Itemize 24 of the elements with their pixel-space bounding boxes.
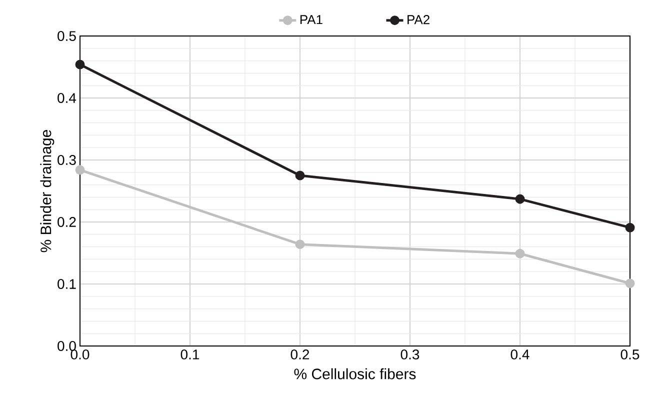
point [75, 165, 85, 175]
point [295, 240, 305, 250]
x-tick-label: 0.2 [290, 350, 310, 360]
y-tick-label: 0.4 [58, 93, 76, 103]
point [75, 60, 85, 70]
x-tick-label: 0.1 [180, 350, 200, 360]
y-tick-label: 0.3 [58, 155, 76, 165]
x-axis-title: % Cellulosic fibers [294, 368, 416, 380]
x-tick-label: 0.5 [620, 350, 640, 360]
legend-label: PA2 [408, 15, 430, 24]
y-axis-title: % Binder drainage [40, 130, 54, 252]
y-tick-label: 0.1 [58, 279, 76, 289]
point [625, 278, 635, 288]
point [625, 222, 635, 232]
x-tick-label: 0.3 [400, 350, 420, 360]
point [515, 248, 525, 258]
point [515, 194, 525, 204]
y-tick-label: 0.2 [58, 217, 76, 227]
point [295, 170, 305, 180]
y-tick-label: 0.0 [58, 341, 76, 351]
x-tick-label: 0.0 [70, 350, 90, 360]
legend-label: PA1 [300, 15, 322, 24]
y-tick-label: 0.5 [58, 31, 76, 41]
x-tick-label: 0.4 [510, 350, 530, 360]
